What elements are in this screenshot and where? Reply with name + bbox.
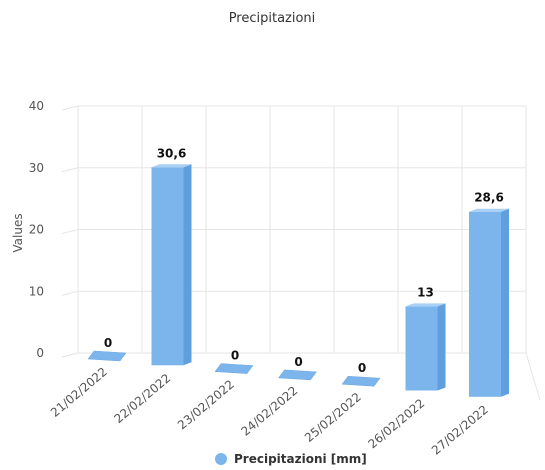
y-tick-label: 0 <box>36 346 44 360</box>
y-tick-label: 10 <box>29 284 44 298</box>
legend[interactable]: Precipitazioni [mm] <box>215 452 367 466</box>
bar[interactable] <box>214 363 254 374</box>
grid-line-h <box>61 105 79 111</box>
x-tick-label: 21/02/2022 <box>48 365 110 420</box>
chart-title: Precipitazioni <box>229 11 316 26</box>
bar-series <box>87 164 509 397</box>
data-label: 13 <box>417 285 434 299</box>
bar-top <box>469 208 509 212</box>
bar[interactable] <box>87 350 127 362</box>
bar[interactable] <box>341 375 381 387</box>
y-tick-label: 30 <box>29 161 44 175</box>
bar[interactable] <box>469 211 501 397</box>
x-tick-label: 22/02/2022 <box>111 371 173 426</box>
y-tick-label: 20 <box>29 223 44 237</box>
x-tick-label: 23/02/2022 <box>175 377 237 432</box>
data-label: 30,6 <box>157 146 187 160</box>
y-axis-ticks: 0 10 20 30 40 <box>29 99 44 360</box>
grid-line-h <box>61 229 79 234</box>
y-axis-label: Values <box>11 213 25 252</box>
x-tick-label: 24/02/2022 <box>238 383 300 438</box>
legend-marker <box>215 453 227 465</box>
x-tick-label: 25/02/2022 <box>302 390 364 445</box>
y-tick-label: 40 <box>29 99 44 113</box>
data-label: 0 <box>358 361 366 375</box>
grid-line-h <box>61 167 79 173</box>
data-label: 28,6 <box>474 191 504 205</box>
bar-top <box>151 164 192 168</box>
bar[interactable] <box>151 167 184 366</box>
data-label: 0 <box>231 349 239 363</box>
data-label: 0 <box>104 336 112 350</box>
bar-side <box>501 208 509 397</box>
bar[interactable] <box>405 306 438 391</box>
x-tick-label: 27/02/2022 <box>429 402 491 457</box>
data-label: 0 <box>294 355 302 369</box>
grid-line-h <box>61 290 79 296</box>
legend-label[interactable]: Precipitazioni [mm] <box>234 452 367 466</box>
bar-side <box>183 164 192 366</box>
floor-outline <box>61 352 541 401</box>
data-labels: 0 30,6 0 0 0 13 28,6 <box>104 146 504 375</box>
x-tick-label: 26/02/2022 <box>365 396 427 451</box>
bar[interactable] <box>278 369 317 381</box>
bar-top <box>405 303 446 307</box>
bar-side <box>437 303 446 391</box>
